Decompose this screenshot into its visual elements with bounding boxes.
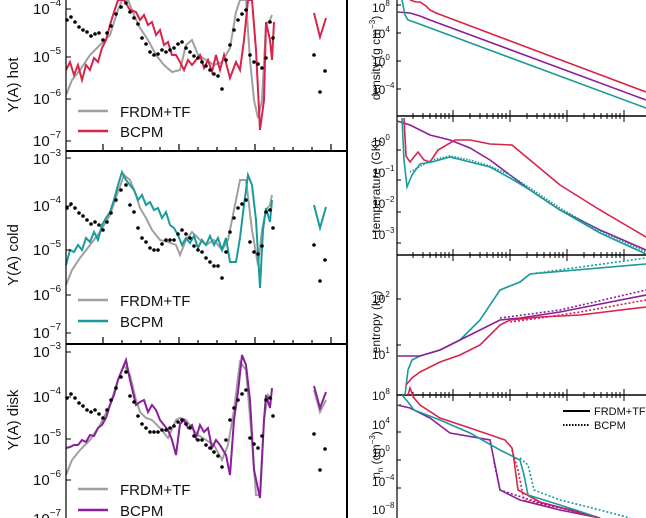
svg-text:100: 100 [372,133,390,149]
svg-text:FRDM+TF: FRDM+TF [120,293,190,310]
svg-text:108: 108 [372,0,390,15]
svg-text:100: 100 [372,444,390,460]
svg-text:10−7: 10−7 [33,508,62,518]
nn-legend: FRDM+TF BCPM [563,406,646,432]
density-curves [396,0,646,109]
nn-curves [396,385,631,518]
right-ylabels: density (g cm−3) temperature (GK) entrop… [368,16,385,479]
ylabel-temperature: temperature (GK) [369,139,383,232]
legend-hot: FRDM+TF BCPM [78,104,190,141]
svg-text:101: 101 [372,346,390,362]
svg-text:10−2: 10−2 [372,195,395,211]
svg-text:10−4: 10−4 [372,473,395,489]
svg-text:10−7: 10−7 [33,130,62,150]
left-axes [65,0,348,518]
svg-text:FRDM+TF: FRDM+TF [594,406,646,418]
temperature-curves [396,117,646,255]
svg-text:BCPM: BCPM [120,314,163,331]
svg-text:10−5: 10−5 [33,428,62,448]
svg-text:10−5: 10−5 [33,46,62,66]
ylabel-disk: Y(A) disk [5,389,22,450]
left-panel-cold: Y(A) cold 10−3 10−4 10−5 10−6 10−7 FRDM+… [5,148,327,342]
left-panel-hot: Y(A) hot 10−4 10−5 10−6 10−7 FRDM+TF BCP… [5,0,327,150]
svg-text:10−3: 10−3 [372,226,395,242]
ylabel-nn: nn (cm−3) [368,431,385,479]
entropy-curves [397,257,646,396]
svg-text:10−4: 10−4 [33,0,62,18]
svg-text:104: 104 [372,25,390,41]
bcpm-line-hot [65,0,275,131]
ylabel-hot: Y(A) hot [5,57,22,113]
legend-disk: FRDM+TF BCPM [78,482,190,518]
svg-text:10−4: 10−4 [33,386,62,406]
svg-text:10−6: 10−6 [33,88,62,108]
bcpm-line-cold [65,169,273,289]
frdm-line-cold [65,173,273,286]
svg-text:10−4: 10−4 [33,195,62,215]
legend-cold: FRDM+TF BCPM [78,293,190,331]
svg-text:100: 100 [372,53,390,69]
svg-text:10−4: 10−4 [372,81,395,97]
ylabel-cold: Y(A) cold [5,224,22,286]
svg-text:10−6: 10−6 [33,469,62,489]
bcpm-tail-disk [313,385,327,412]
right-yticks: 108 104 100 10−4 100 10−1 10−2 10−3 102 … [372,0,395,517]
ylabel-entropy: entropy (kB) [369,291,385,354]
svg-text:BCPM: BCPM [594,420,626,432]
svg-text:10−3: 10−3 [33,148,62,168]
ylabel-density: density (g cm−3) [368,16,383,100]
svg-text:10−3: 10−3 [33,341,62,361]
bcpm-tail-hot [313,12,327,41]
svg-text:108: 108 [372,387,390,403]
bcpm-line-disk [65,354,273,499]
svg-text:10−6: 10−6 [33,284,62,304]
yticks-cold: 10−3 10−4 10−5 10−6 10−7 [33,148,62,342]
observed-dots-hot [65,1,327,94]
svg-text:102: 102 [372,290,390,306]
left-panel-disk: Y(A) disk 10−3 10−4 10−5 10−6 10−7 FRDM+… [5,341,327,518]
bcpm-tail-cold [313,204,327,232]
svg-text:FRDM+TF: FRDM+TF [120,482,190,499]
svg-text:10−5: 10−5 [33,239,62,259]
svg-text:104: 104 [372,416,390,432]
svg-text:10−1: 10−1 [372,164,395,180]
yticks-hot: 10−4 10−5 10−6 10−7 [33,0,62,150]
observed-dots-disk [65,370,327,472]
svg-text:FRDM+TF: FRDM+TF [120,104,190,121]
svg-text:BCPM: BCPM [120,124,163,141]
observed-dots-cold [65,183,327,283]
svg-text:BCPM: BCPM [120,503,163,518]
svg-text:10−7: 10−7 [33,322,62,342]
yticks-disk: 10−3 10−4 10−5 10−6 10−7 [33,341,62,518]
svg-text:10−8: 10−8 [372,501,395,517]
